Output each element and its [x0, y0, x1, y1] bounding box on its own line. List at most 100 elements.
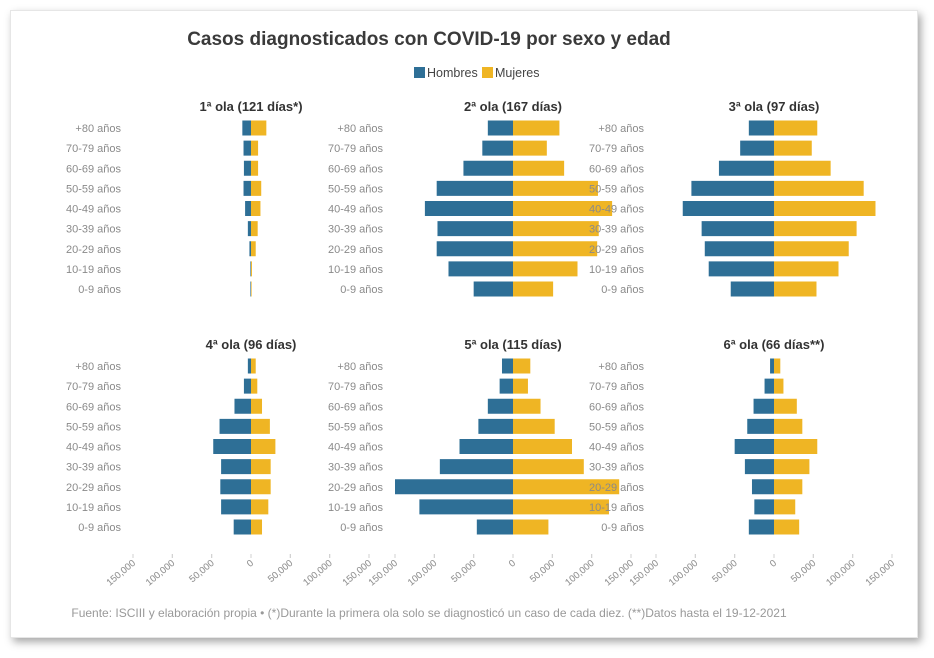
bar-mujeres-60-69-a-os — [774, 398, 797, 414]
bar-hombres-20-29-a-os — [220, 479, 251, 495]
bar-hombres-10-19-a-os — [754, 499, 774, 515]
age-label-0-9-a-os: 0-9 años — [340, 522, 383, 534]
bar-hombres-20-29-a-os — [249, 241, 251, 257]
x-tick-label: 0 — [245, 558, 256, 570]
bar-mujeres-60-69-a-os — [774, 160, 831, 176]
bar-hombres-70-79-a-os — [243, 378, 251, 394]
age-label-60-69-a-os: 60-69 años — [328, 401, 384, 413]
age-label-80-a-os: +80 años — [75, 361, 121, 373]
bar-mujeres-30-39-a-os — [774, 221, 857, 237]
age-label-0-9-a-os: 0-9 años — [78, 522, 121, 534]
bar-mujeres-50-59-a-os — [251, 418, 270, 434]
age-label-50-59-a-os: 50-59 años — [66, 183, 122, 195]
x-tick-label: 150,000 — [864, 558, 897, 589]
bar-mujeres-30-39-a-os — [513, 459, 584, 475]
bar-hombres-80-a-os — [501, 358, 513, 374]
x-tick-label: 0 — [768, 558, 779, 570]
x-tick-label: 50,000 — [187, 558, 216, 585]
bar-hombres-60-69-a-os — [243, 160, 251, 176]
bar-hombres-0-9-a-os — [473, 281, 513, 297]
bar-mujeres-0-9-a-os — [513, 519, 549, 535]
bar-mujeres-30-39-a-os — [251, 221, 258, 237]
bar-mujeres-80-a-os — [251, 120, 267, 136]
bar-hombres-50-59-a-os — [436, 180, 513, 196]
age-label-80-a-os: +80 años — [337, 361, 383, 373]
age-label-50-59-a-os: 50-59 años — [328, 183, 384, 195]
bar-mujeres-50-59-a-os — [774, 418, 803, 434]
panel-title: 3ª ola (97 días) — [729, 99, 820, 114]
bar-hombres-40-49-a-os — [459, 439, 513, 454]
bar-mujeres-20-29-a-os — [251, 241, 256, 257]
legend-label-hombres: Hombres — [427, 66, 478, 80]
bar-mujeres-70-79-a-os — [513, 378, 528, 394]
bar-mujeres-10-19-a-os — [774, 261, 839, 277]
age-label-20-29-a-os: 20-29 años — [66, 482, 122, 494]
bar-hombres-30-39-a-os — [221, 459, 251, 475]
age-label-30-39-a-os: 30-39 años — [328, 224, 384, 236]
age-label-40-49-a-os: 40-49 años — [328, 204, 384, 216]
bar-mujeres-20-29-a-os — [251, 479, 271, 495]
x-tick-label: 100,000 — [563, 558, 596, 589]
bar-hombres-80-a-os — [487, 120, 513, 136]
bar-hombres-10-19-a-os — [419, 499, 513, 515]
age-label-60-69-a-os: 60-69 años — [66, 163, 122, 175]
bar-mujeres-0-9-a-os — [251, 519, 263, 535]
bar-hombres-80-a-os — [247, 358, 251, 374]
panel-title: 1ª ola (121 días*) — [199, 99, 302, 114]
bar-hombres-80-a-os — [748, 120, 774, 136]
bar-mujeres-60-69-a-os — [251, 160, 259, 176]
age-label-30-39-a-os: 30-39 años — [589, 462, 645, 474]
bar-hombres-10-19-a-os — [221, 499, 251, 515]
x-tick-label: 50,000 — [528, 558, 557, 585]
panel-title: 5ª ola (115 días) — [464, 337, 561, 352]
age-label-40-49-a-os: 40-49 años — [589, 204, 645, 216]
bar-hombres-20-29-a-os — [395, 479, 513, 495]
x-tick-label: 0 — [768, 558, 779, 570]
bar-mujeres-0-9-a-os — [774, 519, 800, 535]
bar-mujeres-20-29-a-os — [513, 479, 620, 495]
age-label-0-9-a-os: 0-9 años — [340, 284, 383, 296]
bar-hombres-80-a-os — [770, 358, 774, 374]
bar-hombres-20-29-a-os — [436, 241, 513, 257]
x-tick-label: 50,000 — [789, 558, 818, 585]
bar-hombres-50-59-a-os — [747, 418, 774, 434]
bar-mujeres-70-79-a-os — [513, 140, 547, 156]
bar-mujeres-40-49-a-os — [513, 439, 572, 454]
age-label-20-29-a-os: 20-29 años — [589, 482, 645, 494]
bar-hombres-70-79-a-os — [243, 140, 251, 156]
bar-mujeres-10-19-a-os — [774, 499, 796, 515]
bar-hombres-0-9-a-os — [476, 519, 513, 535]
legend-swatch-hombres — [414, 67, 425, 78]
age-label-0-9-a-os: 0-9 años — [601, 522, 644, 534]
bar-hombres-50-59-a-os — [478, 418, 513, 434]
age-label-10-19-a-os: 10-19 años — [328, 264, 384, 276]
bar-hombres-70-79-a-os — [740, 140, 774, 156]
source-note: Fuente: ISCIII y elaboración propia • (*… — [71, 606, 787, 620]
age-label-80-a-os: +80 años — [337, 123, 383, 135]
bar-mujeres-50-59-a-os — [513, 418, 555, 434]
bar-mujeres-40-49-a-os — [774, 201, 876, 216]
age-label-70-79-a-os: 70-79 años — [328, 143, 384, 155]
bar-mujeres-20-29-a-os — [774, 241, 849, 257]
bar-mujeres-0-9-a-os — [251, 281, 252, 297]
panel-title: 4ª ola (96 días) — [206, 337, 297, 352]
bar-hombres-50-59-a-os — [243, 180, 251, 196]
bar-mujeres-70-79-a-os — [774, 140, 812, 156]
bar-mujeres-60-69-a-os — [513, 160, 565, 176]
bar-mujeres-50-59-a-os — [251, 180, 262, 196]
x-tick-label: 0 — [245, 558, 256, 570]
age-label-60-69-a-os: 60-69 años — [328, 163, 384, 175]
bar-mujeres-80-a-os — [513, 120, 560, 136]
bar-hombres-40-49-a-os — [424, 201, 513, 216]
bar-mujeres-60-69-a-os — [513, 398, 541, 414]
panel-title: 6ª ola (66 días**) — [724, 337, 825, 352]
bar-mujeres-60-69-a-os — [251, 398, 263, 414]
bar-mujeres-50-59-a-os — [513, 180, 598, 196]
bar-mujeres-30-39-a-os — [251, 459, 271, 475]
age-label-70-79-a-os: 70-79 años — [66, 381, 122, 393]
bar-hombres-10-19-a-os — [708, 261, 774, 277]
age-label-40-49-a-os: 40-49 años — [66, 204, 122, 216]
bar-hombres-60-69-a-os — [718, 160, 774, 176]
bar-mujeres-10-19-a-os — [251, 499, 269, 515]
chart-title: Casos diagnosticados con COVID-19 por se… — [187, 29, 671, 50]
